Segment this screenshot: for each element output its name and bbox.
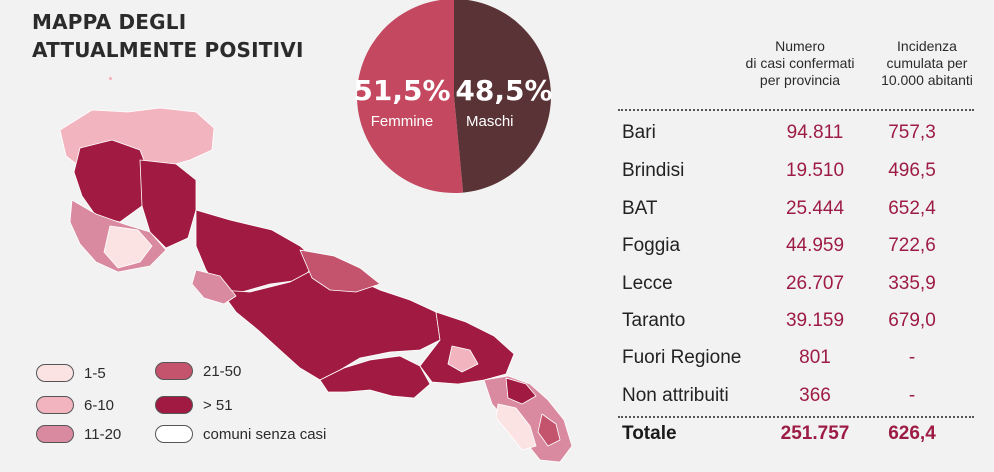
pie-label-male: 48,5% Maschi	[454, 74, 554, 130]
legend-label-6-10: 6-10	[84, 396, 115, 414]
gender-pie-chart	[357, 0, 552, 193]
row-cases: 39.159	[785, 310, 845, 331]
pie-female-percent: 51,5%	[353, 74, 451, 107]
table-row: Non attribuiti 366 -	[622, 377, 972, 415]
map-region-taranto	[319, 355, 431, 399]
row-incidence: -	[908, 347, 916, 368]
pie-male-label: Maschi	[466, 113, 514, 130]
header-cases: Numero di casi confermati per provincia	[730, 38, 870, 89]
legend-label-1-5: 1-5	[84, 364, 106, 382]
legend-label-11-20: 11-20	[84, 425, 122, 443]
legend-swatch-1-5	[36, 364, 74, 382]
legend-swatch-21-50	[155, 362, 193, 380]
row-incidence: -	[908, 385, 916, 406]
legend-item-no-cases: comuni senza casi	[155, 425, 326, 443]
legend-item-6-10: 6-10	[36, 396, 114, 414]
total-incidence: 626,4	[888, 423, 936, 444]
header-divider	[618, 109, 974, 111]
map-region-bari-light	[191, 269, 237, 305]
row-name: Fuori Regione	[622, 347, 742, 368]
map-region-lecce-mid	[537, 413, 561, 447]
pie-female-label: Femmine	[370, 113, 434, 130]
map-region-lecce-pale	[495, 403, 537, 451]
legend-swatch-over-51	[155, 396, 193, 414]
table-row: Brindisi 19.510 496,5	[622, 152, 972, 190]
map-region-bari-pink	[299, 249, 381, 293]
total-cases: 251.757	[780, 423, 850, 444]
legend-item-11-20: 11-20	[36, 425, 121, 443]
map-title-line-1: MAPPA DEGLI	[32, 10, 187, 34]
map-region-lecce-dark	[505, 377, 537, 405]
map-region-brindisi-light	[447, 345, 479, 373]
row-cases: 19.510	[785, 160, 845, 181]
legend-label-no-cases: comuni senza casi	[203, 425, 327, 443]
legend-swatch-no-cases	[155, 425, 193, 443]
legend-item-1-5: 1-5	[36, 364, 106, 382]
row-cases: 44.959	[785, 235, 845, 256]
row-cases: 366	[799, 385, 831, 406]
legend-label-over-51: > 51	[203, 396, 233, 414]
header-incidence-line-1: Incidenza	[897, 38, 957, 54]
map-region-foggia-pale	[103, 225, 153, 269]
pie-male-percent: 48,5%	[455, 74, 553, 107]
table-row: Bari 94.811 757,3	[622, 114, 972, 152]
table-row: BAT 25.444 652,4	[622, 190, 972, 228]
legend-item-over-51: > 51	[155, 396, 233, 414]
row-name: BAT	[622, 198, 658, 219]
row-name: Non attribuiti	[622, 385, 729, 406]
total-name: Totale	[622, 423, 677, 444]
legend-swatch-11-20	[36, 425, 74, 443]
header-cases-line-3: per provincia	[759, 72, 841, 88]
table-row-total: Totale 251.757 626,4	[622, 415, 972, 453]
table-row: Lecce 26.707 335,9	[622, 265, 972, 303]
row-name: Brindisi	[622, 160, 685, 181]
row-incidence: 679,0	[888, 310, 936, 331]
table-row: Foggia 44.959 722,6	[622, 227, 972, 265]
pie-slice-male	[454, 0, 552, 193]
row-cases: 801	[799, 347, 831, 368]
row-name: Lecce	[622, 273, 673, 294]
puglia-map	[59, 75, 573, 463]
legend-item-21-50: 21-50	[155, 362, 241, 380]
row-incidence: 757,3	[888, 122, 936, 143]
header-cases-line-1: Numero	[775, 38, 825, 54]
pie-slice-female	[357, 0, 464, 193]
map-tremiti-islands	[107, 75, 114, 82]
row-cases: 94.811	[786, 122, 844, 143]
row-incidence: 496,5	[888, 160, 936, 181]
row-incidence: 722,6	[888, 235, 936, 256]
header-incidence-line-2: cumulata per	[886, 55, 968, 71]
header-incidence: Incidenza cumulata per 10.000 abitanti	[862, 38, 992, 89]
row-name: Bari	[622, 122, 656, 143]
pie-label-female: 51,5% Femmine	[352, 74, 452, 130]
legend-swatch-6-10	[36, 396, 74, 414]
total-divider	[618, 416, 974, 418]
map-title: MAPPA DEGLI ATTUALMENTE POSITIVI	[32, 8, 304, 64]
row-cases: 25.444	[785, 198, 845, 219]
table-row: Taranto 39.159 679,0	[622, 302, 972, 340]
table-row: Fuori Regione 801 -	[622, 339, 972, 377]
row-cases: 26.707	[785, 273, 845, 294]
map-region-bat	[195, 209, 319, 293]
row-name: Foggia	[622, 235, 681, 256]
header-incidence-line-3: 10.000 abitanti	[881, 72, 973, 88]
row-incidence: 335,9	[888, 273, 936, 294]
map-region-foggia-west	[73, 139, 151, 223]
row-incidence: 652,4	[888, 198, 936, 219]
legend-label-21-50: 21-50	[203, 362, 242, 380]
map-title-line-2: ATTUALMENTE POSITIVI	[32, 38, 304, 62]
row-name: Taranto	[622, 310, 686, 331]
header-cases-line-2: di casi confermati	[745, 55, 855, 71]
map-region-foggia-center	[139, 159, 197, 249]
